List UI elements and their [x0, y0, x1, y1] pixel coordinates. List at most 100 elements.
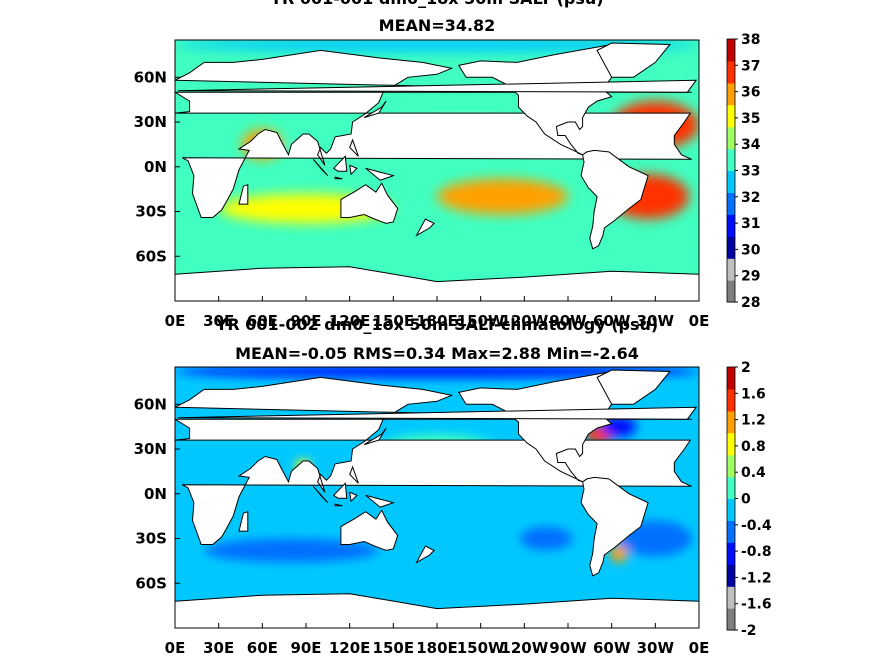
land-arabia-madagascar: [238, 511, 249, 532]
island: [415, 218, 435, 237]
colorbar-segment: [727, 586, 735, 609]
colorbar-tick-label: 29: [741, 269, 760, 285]
colorbar-tick-label: 28: [741, 295, 760, 311]
lon-tick-label: 120W: [500, 639, 548, 656]
land-arabia-madagascar: [238, 184, 249, 205]
lon-tick-label: 60W: [593, 312, 631, 330]
lat-tick-label: 60S: [135, 574, 167, 592]
colorbar-tick-label: 1.2: [741, 413, 766, 429]
colorbar-segment: [727, 498, 735, 521]
arctic-negative: [175, 367, 699, 378]
island: [349, 164, 358, 176]
lon-tick-label: 150E: [373, 639, 415, 656]
colorbar-tick-label: 37: [741, 58, 760, 74]
colorbar-segment: [727, 280, 735, 303]
land-mask: [175, 369, 699, 628]
colorbar-tick-label: 31: [741, 216, 760, 232]
colorbar: 2 1.6 1.2 0.8 0.4 0 -0.4 -0.8 -1.2 -1.6 -2: [726, 360, 772, 639]
latitude-ticks: 60N 30N 0N 30S 60S: [134, 68, 180, 265]
lat-tick-label: 30S: [135, 530, 167, 548]
island: [334, 503, 343, 507]
island: [332, 482, 348, 499]
panel-1-title: YR 001-001 dm0_1ox 50m SALT (psu): [269, 0, 603, 8]
panel-1-stats: MEAN=34.82: [379, 16, 496, 35]
island: [332, 155, 348, 172]
colorbar-segment: [727, 410, 735, 434]
colorbar-segment: [727, 476, 735, 500]
colorbar-tick-label: -2: [741, 623, 757, 639]
south-pacific-high: [437, 178, 568, 215]
land-mask: [175, 42, 699, 301]
colorbar-tick-label: 2: [741, 360, 751, 376]
lon-tick-label: 120E: [329, 312, 371, 330]
lat-tick-label: 60N: [134, 68, 167, 86]
colorbar-tick-label: 0.8: [741, 439, 766, 455]
colorbar-segment: [727, 542, 735, 565]
colorbar-tick-label: -0.4: [741, 518, 772, 534]
colorbar-segment: [727, 126, 735, 150]
lon-tick-label: 150E: [373, 312, 415, 330]
colorbar-segment: [727, 258, 735, 281]
colorbar-segment: [727, 564, 735, 587]
colorbar-tick-label: 0: [741, 492, 751, 508]
lon-tick-label: 120W: [500, 312, 548, 330]
lon-tick-label: 0E: [165, 312, 186, 330]
indian-ocean-negative: [204, 538, 379, 563]
lon-tick-label: 30W: [637, 312, 675, 330]
island: [312, 485, 329, 504]
panel-1: YR 001-001 dm0_1ox 50m SALT (psu) MEAN=3…: [134, 0, 761, 330]
lon-tick-label: 180E: [416, 639, 458, 656]
lon-tick-label: 90E: [290, 639, 321, 656]
lon-tick-label: 0E: [689, 639, 710, 656]
lon-tick-label: 0E: [689, 312, 710, 330]
colorbar-tick-label: 32: [741, 190, 760, 206]
island: [365, 167, 396, 181]
lat-tick-label: 60S: [135, 247, 167, 265]
colorbar-segment: [727, 214, 735, 237]
colorbar-tick-label: -1.2: [741, 570, 772, 586]
lon-tick-label: 60E: [247, 639, 278, 656]
land-australia: [340, 182, 399, 224]
colorbar-segment: [727, 192, 735, 215]
colorbar-segment: [727, 236, 735, 259]
panel-2-title: YR 001-002 dm0_1ox 50m SALT-climatology …: [215, 315, 658, 334]
island: [363, 100, 387, 119]
island: [365, 494, 396, 508]
colorbar-tick-label: 1.6: [741, 386, 766, 402]
island: [363, 427, 387, 446]
brazil-malvinas-positive: [610, 544, 628, 563]
colorbar-tick-label: 36: [741, 85, 760, 101]
lon-tick-label: 150W: [457, 639, 505, 656]
arctic-fresh: [175, 40, 699, 52]
colorbar-tick-label: 38: [741, 32, 760, 48]
lon-tick-label: 150W: [457, 312, 505, 330]
colorbar-segment: [727, 39, 735, 62]
colorbar-tick-label: -0.8: [741, 544, 772, 560]
lat-tick-label: 0N: [144, 158, 167, 176]
lon-tick-label: 120E: [329, 639, 371, 656]
land-south-america: [580, 149, 649, 250]
north-atlantic-negative: [601, 416, 637, 438]
island: [177, 79, 698, 93]
colorbar-segment: [727, 608, 735, 631]
land-antarctica: [175, 593, 699, 628]
colorbar-segment: [727, 104, 735, 128]
colorbar-tick-label: 34: [741, 137, 761, 153]
lat-tick-label: 30S: [135, 203, 167, 221]
lon-tick-label: 60W: [593, 639, 631, 656]
lon-tick-label: 180E: [416, 312, 458, 330]
colorbar-tick-label: 35: [741, 111, 760, 127]
island: [334, 176, 343, 180]
island: [349, 491, 358, 503]
island: [415, 545, 435, 564]
southern-ocean-band: [175, 578, 692, 594]
colorbar-segment: [727, 388, 735, 412]
lat-tick-label: 0N: [144, 485, 167, 503]
lat-tick-label: 30N: [134, 113, 167, 131]
land-australia: [340, 509, 399, 551]
land-greenland: [596, 369, 671, 405]
lon-tick-label: 30W: [637, 639, 675, 656]
